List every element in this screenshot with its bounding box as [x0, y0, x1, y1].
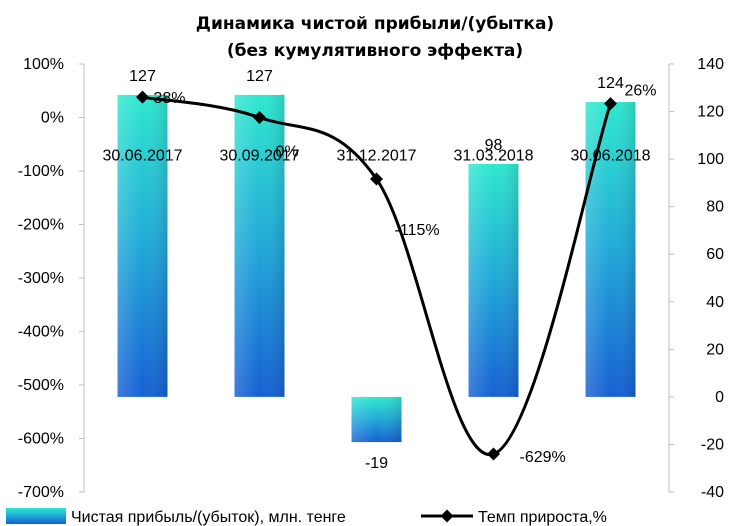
line-series [136, 90, 617, 461]
line-marker [136, 90, 149, 104]
bar-shading [117, 94, 168, 397]
left-tick-label: -100% [18, 163, 64, 180]
category-label: 30.06.2018 [570, 148, 650, 165]
category-label: 30.09.2017 [219, 148, 299, 165]
left-tick-label: -400% [18, 324, 64, 341]
legend-bar-label: Чистая прибыль/(убыток), млн. тенге [71, 509, 346, 526]
line-value-label: 0% [276, 144, 299, 161]
bar-value-label: 98 [485, 137, 503, 154]
right-tick-label: 120 [697, 104, 724, 121]
chart-title: Динамика чистой прибыли/(убытка) [196, 14, 554, 34]
bar-shading [585, 102, 636, 397]
line-value-label: -115% [395, 222, 440, 239]
legend-line-label: Темп прироста,% [478, 509, 607, 526]
line-marker [604, 97, 617, 111]
right-tick-label: 60 [706, 246, 724, 263]
left-tick-label: -600% [18, 431, 64, 448]
line-value-label: -629% [520, 449, 566, 466]
right-axis: 140 120 100 80 60 40 20 0 -20 -40 [669, 56, 724, 501]
bar-shading [351, 396, 402, 443]
line-marker [370, 172, 383, 186]
line-value-labels: 38% 0% -115% -629% 26% [154, 83, 657, 466]
bar-value-label: 127 [129, 68, 156, 85]
legend-bar-swatch [6, 508, 66, 524]
left-tick-label: 0% [41, 110, 64, 127]
right-tick-label: 0 [715, 389, 724, 406]
line-value-label: 26% [625, 83, 657, 100]
right-tick-label: 40 [706, 294, 724, 311]
legend-line-marker [440, 509, 454, 523]
category-labels: 30.06.2017 30.09.2017 31.12.2017 31.03.2018… [102, 148, 650, 165]
right-tick-label: 100 [697, 151, 724, 168]
bar-series [117, 94, 636, 443]
left-tick-label: -700% [18, 484, 64, 501]
bar-value-label: 127 [246, 68, 273, 85]
legend: Чистая прибыль/(убыток), млн. тенге Темп … [6, 508, 607, 526]
right-tick-label: -20 [701, 436, 724, 453]
bar-value-label: -19 [365, 455, 388, 472]
category-label: 30.06.2017 [102, 148, 182, 165]
line-marker [253, 111, 266, 124]
right-tick-label: -40 [701, 484, 724, 501]
right-tick-label: 80 [706, 199, 724, 216]
right-tick-label: 20 [706, 341, 724, 358]
bar-value-labels: 127 127 -19 98 124 [129, 68, 624, 472]
category-label: 31.12.2017 [336, 148, 416, 165]
left-tick-label: -500% [18, 377, 64, 394]
line-marker [487, 447, 500, 461]
line-value-label: 38% [154, 90, 186, 107]
bar-shading [468, 163, 519, 397]
right-tick-label: 140 [697, 56, 724, 73]
left-tick-label: -300% [18, 270, 64, 287]
bar-shading [234, 94, 285, 397]
bar-value-label: 124 [597, 75, 624, 92]
chart-subtitle: (без кумулятивного эффекта) [227, 41, 523, 61]
left-axis: 100% 0% -100% -200% -300% -400% -500% -600% -700… [18, 56, 84, 501]
left-tick-label: 100% [23, 56, 64, 73]
category-label: 31.03.2018 [453, 148, 533, 165]
left-tick-label: -200% [18, 217, 64, 234]
